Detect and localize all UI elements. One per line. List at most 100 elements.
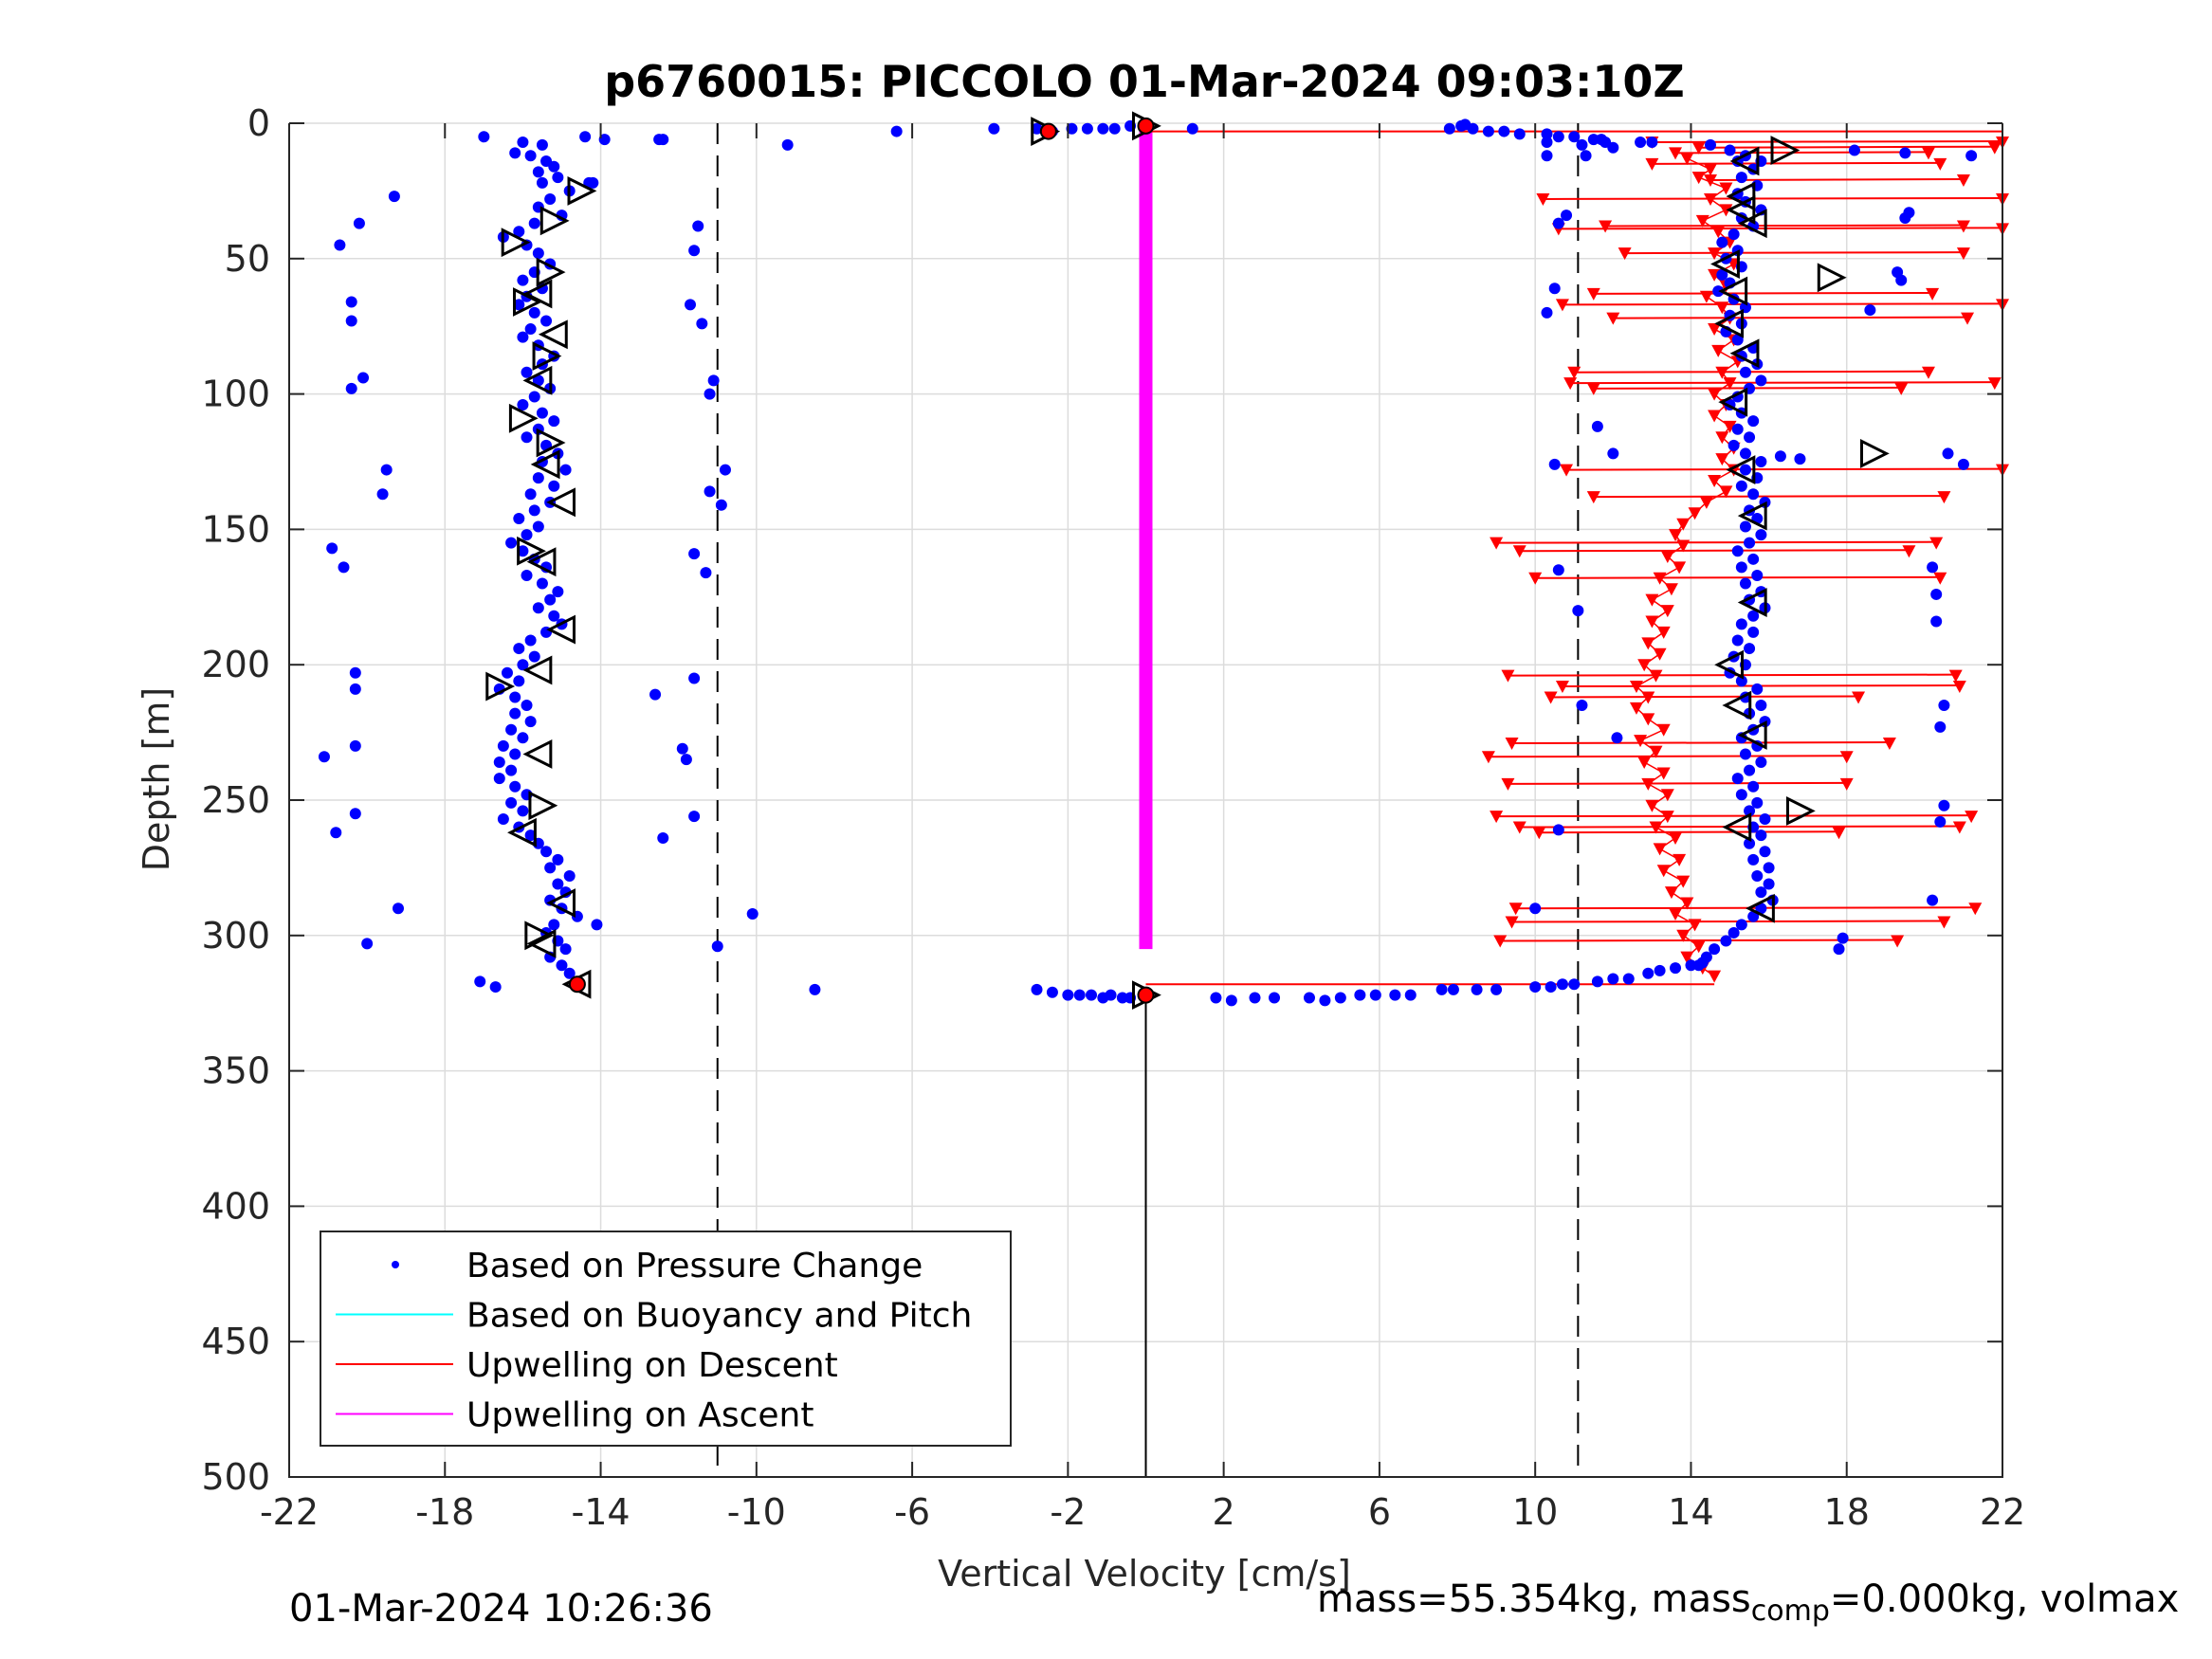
upwelling-descent-marker xyxy=(1937,916,1951,929)
pressure-change-point xyxy=(1595,134,1607,146)
buoyancy-pitch-marker xyxy=(1722,690,1752,720)
pressure-change-point xyxy=(1369,989,1381,1001)
pressure-change-point xyxy=(1755,374,1767,387)
pressure-change-point xyxy=(1747,553,1760,565)
pressure-change-point xyxy=(513,226,525,238)
buoyancy-pitch-marker xyxy=(1718,276,1748,306)
pressure-change-point xyxy=(1848,144,1860,156)
upwelling-descent-marker xyxy=(1715,453,1729,466)
upwelling-descent-marker xyxy=(1649,745,1663,758)
pressure-change-point xyxy=(1731,773,1744,785)
upwelling-descent-marker xyxy=(1708,247,1722,261)
pressure-change-point xyxy=(1576,700,1588,712)
pressure-change-point xyxy=(809,983,821,995)
buoyancy-pitch-marker xyxy=(528,791,558,821)
upwelling-descent-marker xyxy=(1719,182,1733,195)
pressure-change-point xyxy=(715,499,727,511)
upwelling-descent-marker xyxy=(1508,902,1523,916)
pressure-change-point xyxy=(579,131,592,143)
pressure-change-point xyxy=(513,675,525,687)
pressure-change-point xyxy=(501,666,513,679)
pressure-change-point xyxy=(493,757,505,769)
upwelling-descent-marker xyxy=(1669,907,1683,921)
pressure-change-point xyxy=(497,812,509,825)
pressure-change-point xyxy=(1334,992,1346,1004)
pressure-change-point xyxy=(513,299,525,311)
upwelling-descent-marker xyxy=(1708,323,1722,337)
pressure-change-point xyxy=(696,318,708,330)
pressure-change-point xyxy=(1670,962,1682,975)
x-tick-label: -10 xyxy=(727,1491,786,1533)
upwelling-descent-marker xyxy=(1926,287,1940,301)
y-tick-label: 100 xyxy=(201,374,270,415)
pressure-change-point xyxy=(598,134,611,146)
pressure-change-point xyxy=(1728,228,1740,241)
buoyancy-pitch-marker xyxy=(546,487,576,518)
pressure-change-point xyxy=(587,176,599,189)
pressure-change-point xyxy=(1552,217,1564,229)
pressure-change-point xyxy=(548,480,560,492)
pressure-change-point xyxy=(649,688,662,701)
y-tick-label: 500 xyxy=(201,1456,270,1498)
pressure-change-point xyxy=(536,138,548,151)
pressure-change-point xyxy=(1759,812,1771,825)
pressure-change-point xyxy=(1435,983,1448,995)
buoyancy-pitch-marker xyxy=(1859,439,1890,468)
pressure-change-point xyxy=(528,650,540,663)
upwelling-descent-spike xyxy=(1519,549,1910,553)
pressure-change-point xyxy=(1763,862,1775,874)
pressure-change-point xyxy=(1731,634,1744,647)
upwelling-descent-marker xyxy=(1952,681,1966,694)
pressure-change-point xyxy=(1611,732,1623,744)
pressure-change-point xyxy=(591,919,603,931)
pressure-change-point xyxy=(349,683,361,695)
y-tick-label: 350 xyxy=(201,1050,270,1092)
pressure-change-point xyxy=(1731,545,1744,557)
upwelling-descent-marker xyxy=(1656,865,1671,878)
upwelling-descent-spike xyxy=(1511,741,1890,745)
x-axis-label: Vertical Velocity [cm/s] xyxy=(938,1553,1351,1595)
pressure-change-point xyxy=(1062,989,1074,1001)
pressure-change-point xyxy=(532,247,544,260)
upwelling-descent-marker xyxy=(1634,735,1648,748)
buoyancy-pitch-marker xyxy=(485,671,516,702)
upwelling-descent-marker xyxy=(1715,431,1729,445)
buoyancy-pitch-marker xyxy=(538,319,568,350)
pressure-change-point xyxy=(1751,683,1764,695)
upwelling-descent-marker xyxy=(1641,713,1655,726)
upwelling-descent-marker xyxy=(1699,290,1713,303)
pressure-change-point xyxy=(1552,564,1564,576)
pressure-change-point xyxy=(1529,981,1542,994)
pressure-change-point xyxy=(1747,780,1760,793)
legend-label: Based on Buoyancy and Pitch xyxy=(466,1297,972,1336)
pressure-change-point xyxy=(559,464,572,476)
pressure-change-point xyxy=(524,150,537,162)
pressure-change-point xyxy=(349,666,361,679)
highlight-marker xyxy=(568,975,586,994)
pressure-change-point xyxy=(1642,967,1654,979)
upwelling-descent-marker xyxy=(1673,853,1687,866)
pressure-change-point xyxy=(1471,983,1483,995)
pressure-change-point xyxy=(478,131,490,143)
pressure-change-point xyxy=(1591,420,1603,432)
pressure-change-point xyxy=(1794,453,1806,465)
x-tick-label: 14 xyxy=(1668,1491,1713,1533)
pressure-change-point xyxy=(1552,824,1564,836)
upwelling-descent-marker xyxy=(1555,681,1569,694)
pressure-change-point xyxy=(1739,577,1751,590)
upwelling-descent-marker xyxy=(1952,821,1966,834)
pressure-change-point xyxy=(700,567,712,579)
pressure-change-point xyxy=(532,472,544,484)
footer-timestamp: 01-Mar-2024 10:26:36 xyxy=(289,1587,713,1631)
pressure-change-point xyxy=(1755,902,1767,915)
pressure-change-point xyxy=(1490,983,1503,995)
upwelling-descent-marker xyxy=(1708,474,1722,487)
upwelling-descent-spike xyxy=(1624,251,1964,255)
upwelling-descent-marker xyxy=(1839,751,1854,764)
pressure-change-point xyxy=(1774,450,1786,463)
pressure-change-point xyxy=(330,827,342,839)
upwelling-descent-marker xyxy=(1680,951,1694,964)
pressure-change-point xyxy=(524,488,537,501)
pressure-change-point xyxy=(1482,125,1494,137)
pressure-change-point xyxy=(513,512,525,524)
